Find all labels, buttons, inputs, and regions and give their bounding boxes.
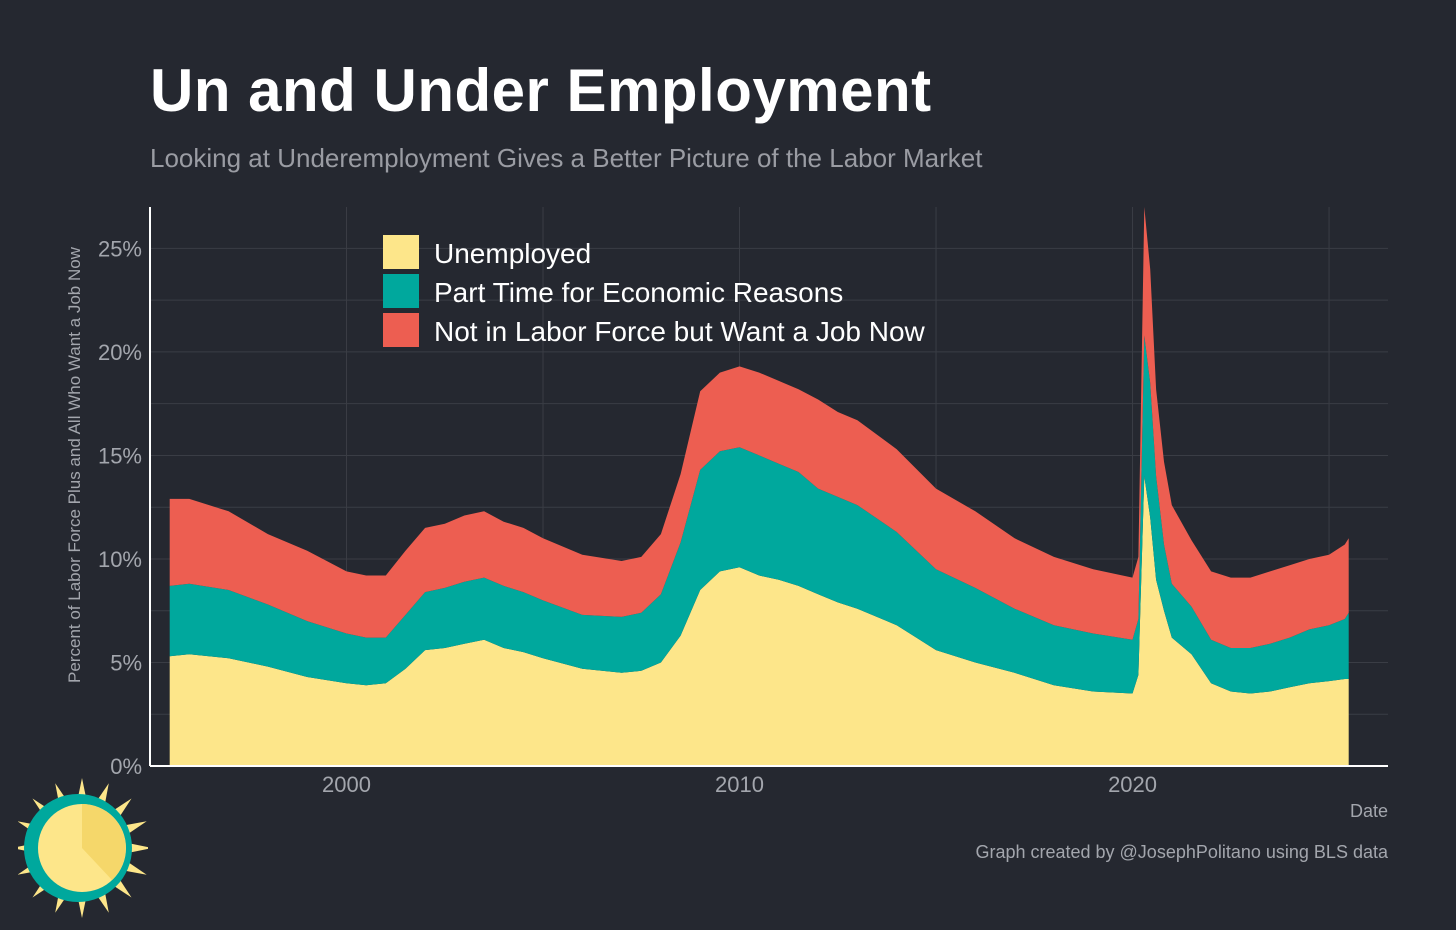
area-series-0 bbox=[169, 476, 1349, 766]
x-tick-label: 2010 bbox=[715, 772, 764, 797]
y-tick-label: 0% bbox=[110, 754, 142, 779]
sun-ray bbox=[127, 843, 148, 853]
legend-label: Unemployed bbox=[434, 238, 591, 269]
y-tick-label: 15% bbox=[98, 443, 142, 468]
y-tick-label: 5% bbox=[110, 650, 142, 675]
x-tick-label: 2000 bbox=[322, 772, 371, 797]
x-axis-label: Date bbox=[1350, 801, 1388, 821]
legend: Unemployed Part Time for Economic Reasons… bbox=[383, 235, 926, 347]
area-layers bbox=[169, 207, 1349, 766]
y-tick-label: 20% bbox=[98, 340, 142, 365]
chart-subtitle: Looking at Underemployment Gives a Bette… bbox=[150, 143, 983, 173]
legend-swatch bbox=[383, 235, 419, 269]
sun-logo bbox=[18, 778, 148, 918]
y-tick-label: 25% bbox=[98, 236, 142, 261]
area-series-1 bbox=[169, 335, 1349, 694]
y-tick-label: 10% bbox=[98, 547, 142, 572]
y-tick-labels: 0% 5% 10% 15% 20% 25% bbox=[98, 236, 142, 779]
area-series-2 bbox=[169, 207, 1349, 648]
y-axis-label: Percent of Labor Force Plus and All Who … bbox=[65, 246, 84, 683]
credit-text: Graph created by @JosephPolitano using B… bbox=[975, 842, 1388, 862]
legend-swatch bbox=[383, 313, 419, 347]
x-tick-label: 2020 bbox=[1108, 772, 1157, 797]
legend-label: Not in Labor Force but Want a Job Now bbox=[434, 316, 926, 347]
legend-label: Part Time for Economic Reasons bbox=[434, 277, 843, 308]
axes bbox=[149, 207, 1388, 767]
chart-title: Un and Under Employment bbox=[150, 57, 932, 124]
x-tick-labels: 2000 2010 2020 bbox=[322, 772, 1157, 797]
legend-swatch bbox=[383, 274, 419, 308]
